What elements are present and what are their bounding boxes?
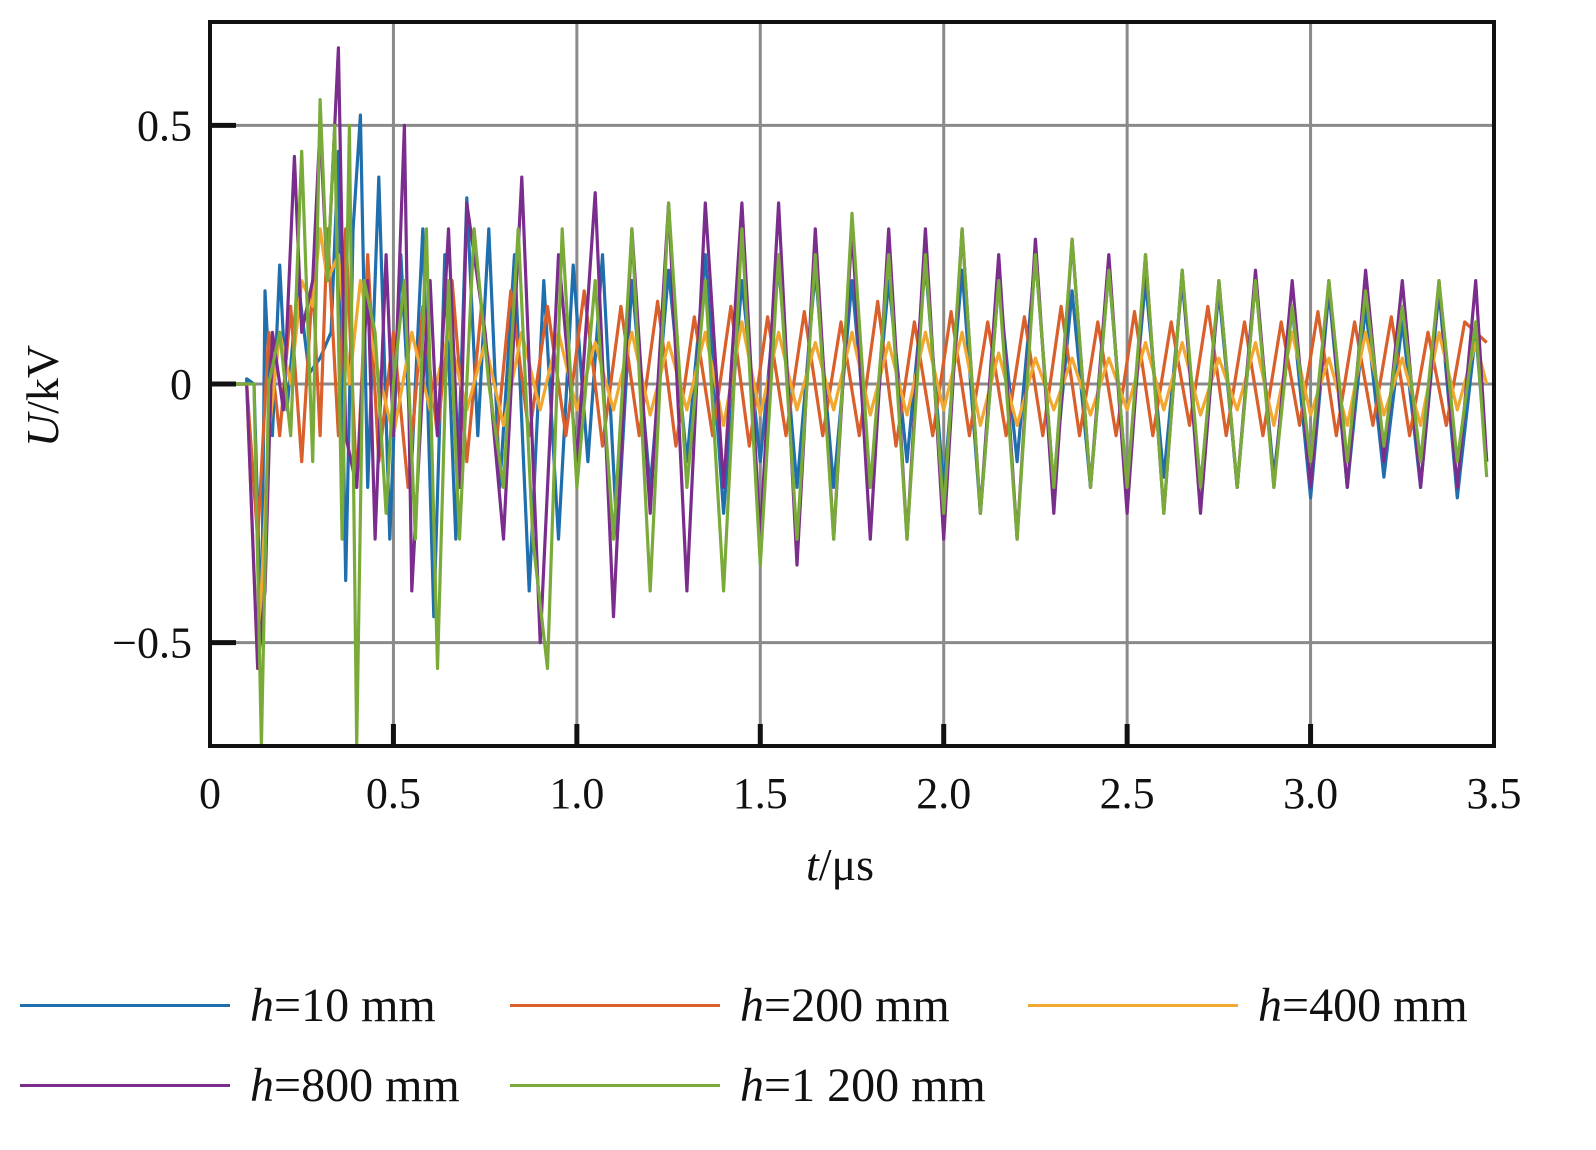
legend-label-h1200: h=1 200 mm <box>740 1058 986 1112</box>
tick-labels: 0 0.5 1.0 1.5 2.0 2.5 3.0 3.5 −0.5 0 0.5 <box>112 101 1521 818</box>
legend-label-h800: h=800 mm <box>250 1058 460 1112</box>
y-tick-label: −0.5 <box>112 619 192 668</box>
y-tick-label: 0 <box>170 360 192 409</box>
legend-item-h10: h=10 mm <box>20 970 436 1040</box>
legend-swatch-h800 <box>20 1083 230 1087</box>
y-tick-label: 0.5 <box>137 101 192 150</box>
x-tick-label: 3.5 <box>1467 769 1522 818</box>
x-axis-label: t/μs <box>806 839 874 890</box>
axis-ticks <box>210 122 1314 746</box>
legend-item-h800: h=800 mm <box>20 1050 460 1120</box>
series-layer <box>235 46 1489 746</box>
legend-item-h1200: h=1 200 mm <box>510 1050 986 1120</box>
legend-label-h10: h=10 mm <box>250 978 436 1032</box>
x-tick-label: 1.5 <box>733 769 788 818</box>
legend-label-h200: h=200 mm <box>740 978 950 1032</box>
legend: h=10 mm h=200 mm h=400 mm h=800 mm h=1 2… <box>0 965 1596 1135</box>
legend-swatch-h400 <box>1028 1003 1238 1007</box>
series-line-4 <box>235 97 1489 746</box>
legend-item-h400: h=400 mm <box>1028 970 1468 1040</box>
legend-swatch-h1200 <box>510 1083 720 1087</box>
x-tick-label: 3.0 <box>1283 769 1338 818</box>
legend-label-h400: h=400 mm <box>1258 978 1468 1032</box>
x-tick-label: 2.5 <box>1100 769 1155 818</box>
x-tick-label: 2.0 <box>916 769 971 818</box>
x-tick-label: 0.5 <box>366 769 421 818</box>
y-axis-label: U/kV <box>17 345 68 447</box>
legend-item-h200: h=200 mm <box>510 970 950 1040</box>
x-tick-label: 0 <box>199 769 221 818</box>
legend-swatch-h10 <box>20 1003 230 1007</box>
grid-lines <box>210 22 1494 746</box>
x-tick-label: 1.0 <box>549 769 604 818</box>
legend-swatch-h200 <box>510 1003 720 1007</box>
